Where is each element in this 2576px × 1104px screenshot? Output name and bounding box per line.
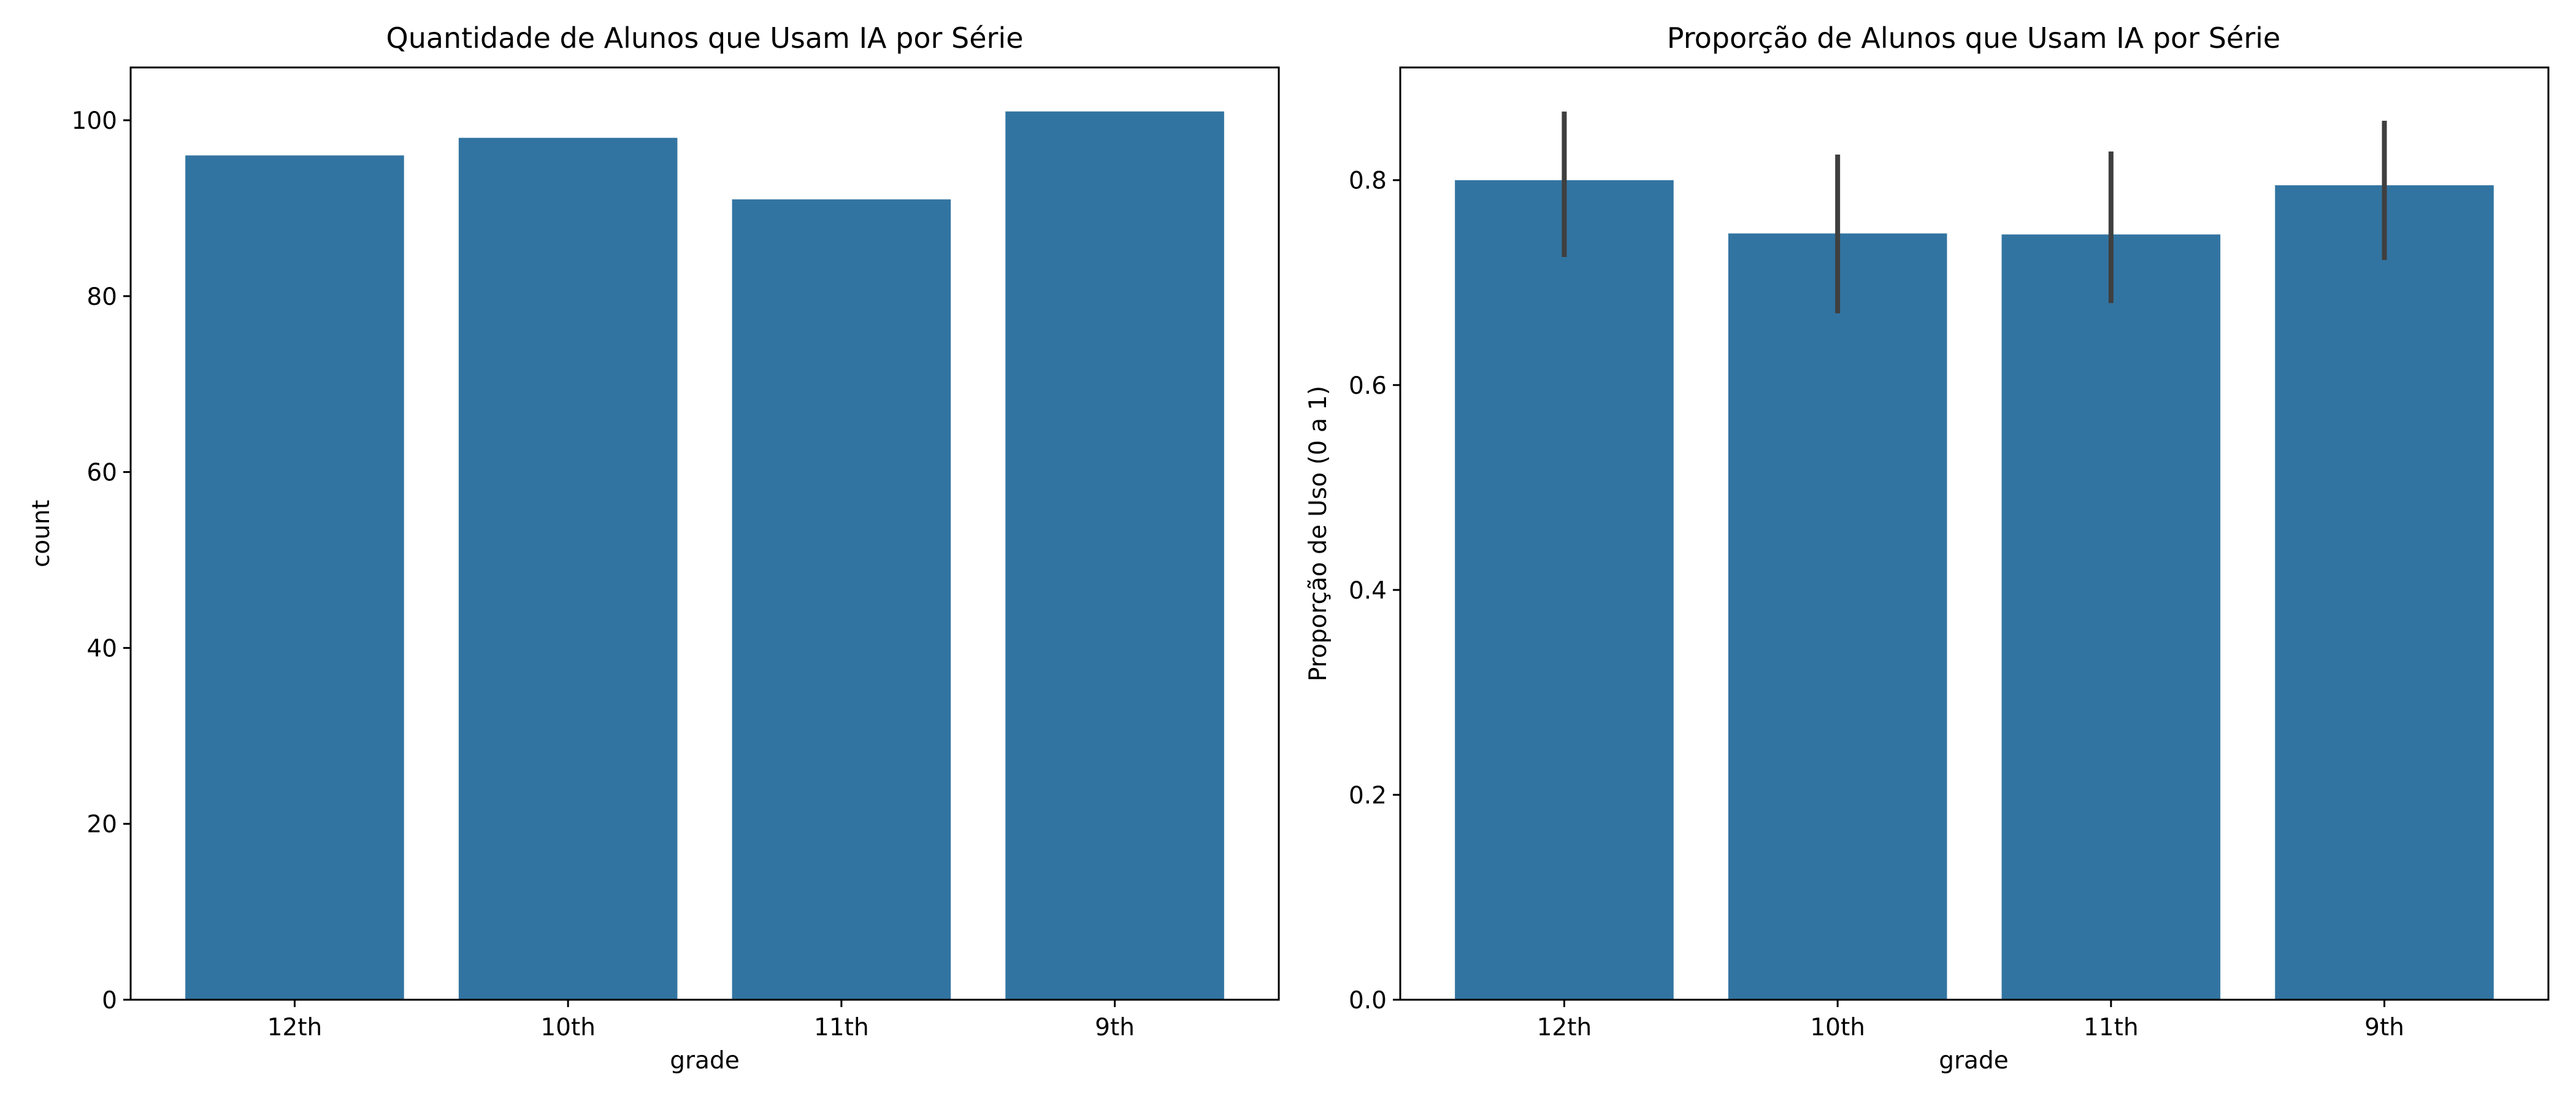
chart-title: Quantidade de Alunos que Usam IA por Sér… bbox=[386, 21, 1024, 55]
x-tick-label: 12th bbox=[267, 1014, 323, 1041]
right-chart: Proporção de Alunos que Usam IA por Séri… bbox=[1305, 21, 2550, 1075]
y-tick-label: 100 bbox=[72, 107, 117, 135]
y-tick-label: 0.8 bbox=[1349, 167, 1387, 195]
bar bbox=[1455, 180, 1674, 1000]
x-axis-label: grade bbox=[670, 1047, 739, 1075]
x-tick-label: 11th bbox=[2083, 1014, 2139, 1041]
y-axis-label: Proporção de Uso (0 a 1) bbox=[1305, 386, 1332, 681]
bars bbox=[185, 111, 1224, 1000]
axes-frame bbox=[1399, 66, 2550, 1001]
bar bbox=[2275, 185, 2494, 1000]
x-tick-label: 10th bbox=[540, 1014, 596, 1041]
axes-frame bbox=[129, 66, 1280, 1001]
y-tick-label: 60 bbox=[86, 459, 117, 487]
x-ticks: 12th 10th 11th 9th bbox=[267, 1000, 1135, 1041]
x-ticks: 12th 10th 11th 9th bbox=[1537, 1000, 2404, 1041]
x-tick-label: 12th bbox=[1537, 1014, 1592, 1041]
x-tick-label: 9th bbox=[2364, 1014, 2404, 1041]
y-ticks: 0 20 40 60 80 100 bbox=[72, 107, 131, 1014]
y-tick-label: 20 bbox=[86, 811, 117, 838]
y-tick-label: 40 bbox=[86, 635, 117, 662]
x-tick-label: 11th bbox=[814, 1014, 869, 1041]
bar bbox=[185, 155, 404, 1000]
y-tick-label: 0.6 bbox=[1349, 372, 1387, 400]
bars bbox=[1455, 180, 2494, 1000]
bar bbox=[458, 137, 678, 1000]
y-tick-label: 0 bbox=[102, 987, 117, 1014]
bar bbox=[732, 199, 951, 1000]
x-tick-label: 9th bbox=[1095, 1014, 1135, 1041]
y-ticks: 0.0 0.2 0.4 0.6 0.8 bbox=[1349, 167, 1400, 1014]
y-axis-label: count bbox=[28, 500, 55, 567]
y-tick-label: 0.2 bbox=[1349, 782, 1387, 810]
bar bbox=[1005, 111, 1224, 1000]
y-tick-label: 80 bbox=[86, 283, 117, 311]
x-tick-label: 10th bbox=[1810, 1014, 1865, 1041]
x-axis-label: grade bbox=[1939, 1047, 2008, 1075]
bar bbox=[1728, 233, 1947, 1000]
chart-title: Proporção de Alunos que Usam IA por Séri… bbox=[1667, 21, 2280, 55]
y-tick-label: 0.4 bbox=[1349, 577, 1387, 605]
y-tick-label: 0.0 bbox=[1349, 987, 1387, 1014]
bar bbox=[2001, 234, 2221, 1000]
left-chart: Quantidade de Alunos que Usam IA por Sér… bbox=[28, 21, 1280, 1075]
error-bars bbox=[1562, 111, 2387, 313]
